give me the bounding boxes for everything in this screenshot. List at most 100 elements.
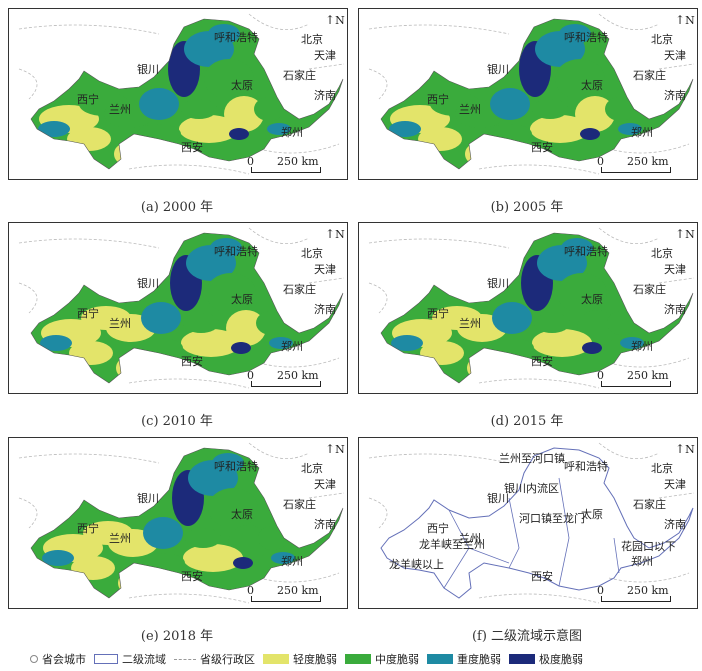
vulnerability-patch	[580, 128, 600, 140]
scale-zero: 0	[597, 584, 604, 597]
map-canvas	[368, 13, 695, 175]
vulnerability-patch	[582, 342, 602, 354]
city-label-huhehaote: 呼和浩特	[564, 31, 608, 44]
city-label-lanzhou: 兰州	[109, 317, 131, 330]
map-canvas	[18, 227, 345, 389]
scale-label: 250 km	[627, 155, 669, 168]
scale-label: 250 km	[627, 584, 669, 597]
vulnerability-patch	[254, 97, 284, 121]
vulnerability-patch	[42, 550, 74, 566]
city-label-jinan: 济南	[314, 518, 336, 531]
vulnerability-patch	[139, 338, 183, 358]
vulnerability-patch	[229, 128, 249, 140]
basin-label-hekou-longmen: 河口镇至龙门	[519, 512, 585, 525]
basin-label-lanzhou-hekou: 兰州至河口镇	[499, 452, 565, 465]
vulnerability-patch	[420, 341, 464, 365]
map-canvas	[18, 442, 345, 604]
vulnerability-patch	[258, 526, 288, 550]
map-canvas	[368, 227, 695, 389]
city-label-xining: 西宁	[77, 307, 99, 320]
north-label: N	[335, 443, 345, 456]
vulnerability-map-panel: 呼和浩特 北京 天津 银川 太原 石家庄 西宁 兰州 济南 郑州 西安 ↑N 0 250 km	[358, 222, 698, 394]
basin-outline	[30, 18, 344, 170]
city-label-zhengzhou: 郑州	[631, 555, 653, 568]
capital-city-icon	[30, 655, 38, 663]
extreme-swatch	[509, 654, 535, 664]
vulnerability-patch	[490, 338, 534, 358]
city-label-zhengzhou: 郑州	[631, 340, 653, 353]
north-label: N	[685, 14, 695, 27]
map-canvas	[368, 442, 695, 604]
city-label-lanzhou: 兰州	[109, 103, 131, 116]
province-boundaries	[18, 442, 345, 604]
basin-map-panel: 呼和浩特 北京 天津 银川 太原 石家庄 西宁 兰州 济南 郑州 西安 兰州至河口镇 银川内流区 河口镇至…	[358, 437, 698, 609]
vulnerability-patch	[465, 144, 485, 164]
city-label-zhengzhou: 郑州	[631, 126, 653, 139]
vulnerability-patch	[605, 97, 635, 121]
basin-label-below-huayuankou: 花园口以下	[621, 540, 676, 553]
vulnerability-patch	[267, 123, 291, 135]
city-label-lanzhou: 兰州	[109, 532, 131, 545]
city-label-lanzhou: 兰州	[459, 317, 481, 330]
legend-capital: 省会城市	[30, 651, 86, 667]
vulnerability-patch	[532, 329, 592, 357]
panel-caption: (e) 2018 年	[140, 629, 214, 644]
city-label-xian: 西安	[531, 141, 553, 154]
basin-label-above-longyangxia: 龙羊峡以上	[389, 558, 444, 571]
city-label-huhehaote: 呼和浩特	[214, 460, 258, 473]
basin-outline	[380, 18, 694, 170]
city-label-tianjin: 天津	[314, 49, 336, 62]
legend-light-label: 轻度脆弱	[293, 653, 337, 666]
north-arrow-icon: ↑N	[325, 227, 345, 241]
city-label-huhehaote: 呼和浩特	[214, 31, 258, 44]
scale-bar	[251, 167, 321, 173]
basin-outline	[30, 447, 344, 599]
vulnerability-patch	[389, 121, 421, 137]
legend-basin-label: 二级流域	[122, 653, 166, 666]
city-label-shijiazhuang: 石家庄	[283, 283, 316, 296]
map-canvas	[18, 13, 345, 175]
legend-heavy: 重度脆弱	[427, 651, 501, 667]
vulnerability-patch	[269, 337, 293, 349]
vulnerability-patch	[271, 552, 295, 564]
heavy-swatch	[427, 654, 453, 664]
vulnerability-patch	[534, 313, 570, 333]
light-swatch	[263, 654, 289, 664]
legend-heavy-label: 重度脆弱	[457, 653, 501, 666]
scale-bar	[251, 596, 321, 602]
vulnerability-map-panel: 呼和浩特 北京 天津 银川 太原 石家庄 西宁 兰州 济南 郑州 西安 ↑N 0 250 km	[358, 8, 698, 180]
city-label-jinan: 济南	[664, 89, 686, 102]
vulnerability-patch	[179, 115, 239, 143]
basin-label-yinchuan-neiliu: 银川内流区	[504, 482, 559, 495]
city-label-huhehaote: 呼和浩特	[214, 245, 258, 258]
city-label-tianjin: 天津	[664, 49, 686, 62]
city-label-tianjin: 天津	[664, 263, 686, 276]
city-label-lanzhou: 兰州	[459, 532, 481, 545]
province-line-icon	[174, 658, 196, 660]
city-label-zhengzhou: 郑州	[281, 126, 303, 139]
basin-outline	[30, 232, 344, 384]
city-label-huhehaote: 呼和浩特	[564, 245, 608, 258]
basin-line-icon	[94, 654, 118, 664]
city-label-jinan: 济南	[664, 518, 686, 531]
vulnerability-patch	[118, 573, 138, 593]
city-label-yinchuan: 银川	[487, 277, 509, 290]
city-label-beijing: 北京	[301, 33, 323, 46]
vulnerability-patch	[418, 127, 462, 151]
legend-extreme: 极度脆弱	[509, 651, 583, 667]
city-label-shijiazhuang: 石家庄	[283, 498, 316, 511]
vulnerability-patch	[488, 124, 532, 144]
vulnerability-patch	[137, 124, 181, 144]
city-label-yinchuan: 银川	[487, 63, 509, 76]
city-label-xining: 西宁	[77, 93, 99, 106]
vulnerability-patch	[183, 544, 243, 572]
north-label: N	[335, 228, 345, 241]
city-label-taiyuan: 太原	[231, 79, 253, 92]
city-label-jinan: 济南	[314, 303, 336, 316]
vulnerability-patch	[141, 553, 185, 573]
vulnerability-patch	[143, 517, 183, 549]
vulnerability-patch	[490, 88, 530, 120]
scale-zero: 0	[597, 155, 604, 168]
north-arrow-icon: ↑N	[675, 13, 695, 27]
vulnerability-patch	[38, 121, 70, 137]
